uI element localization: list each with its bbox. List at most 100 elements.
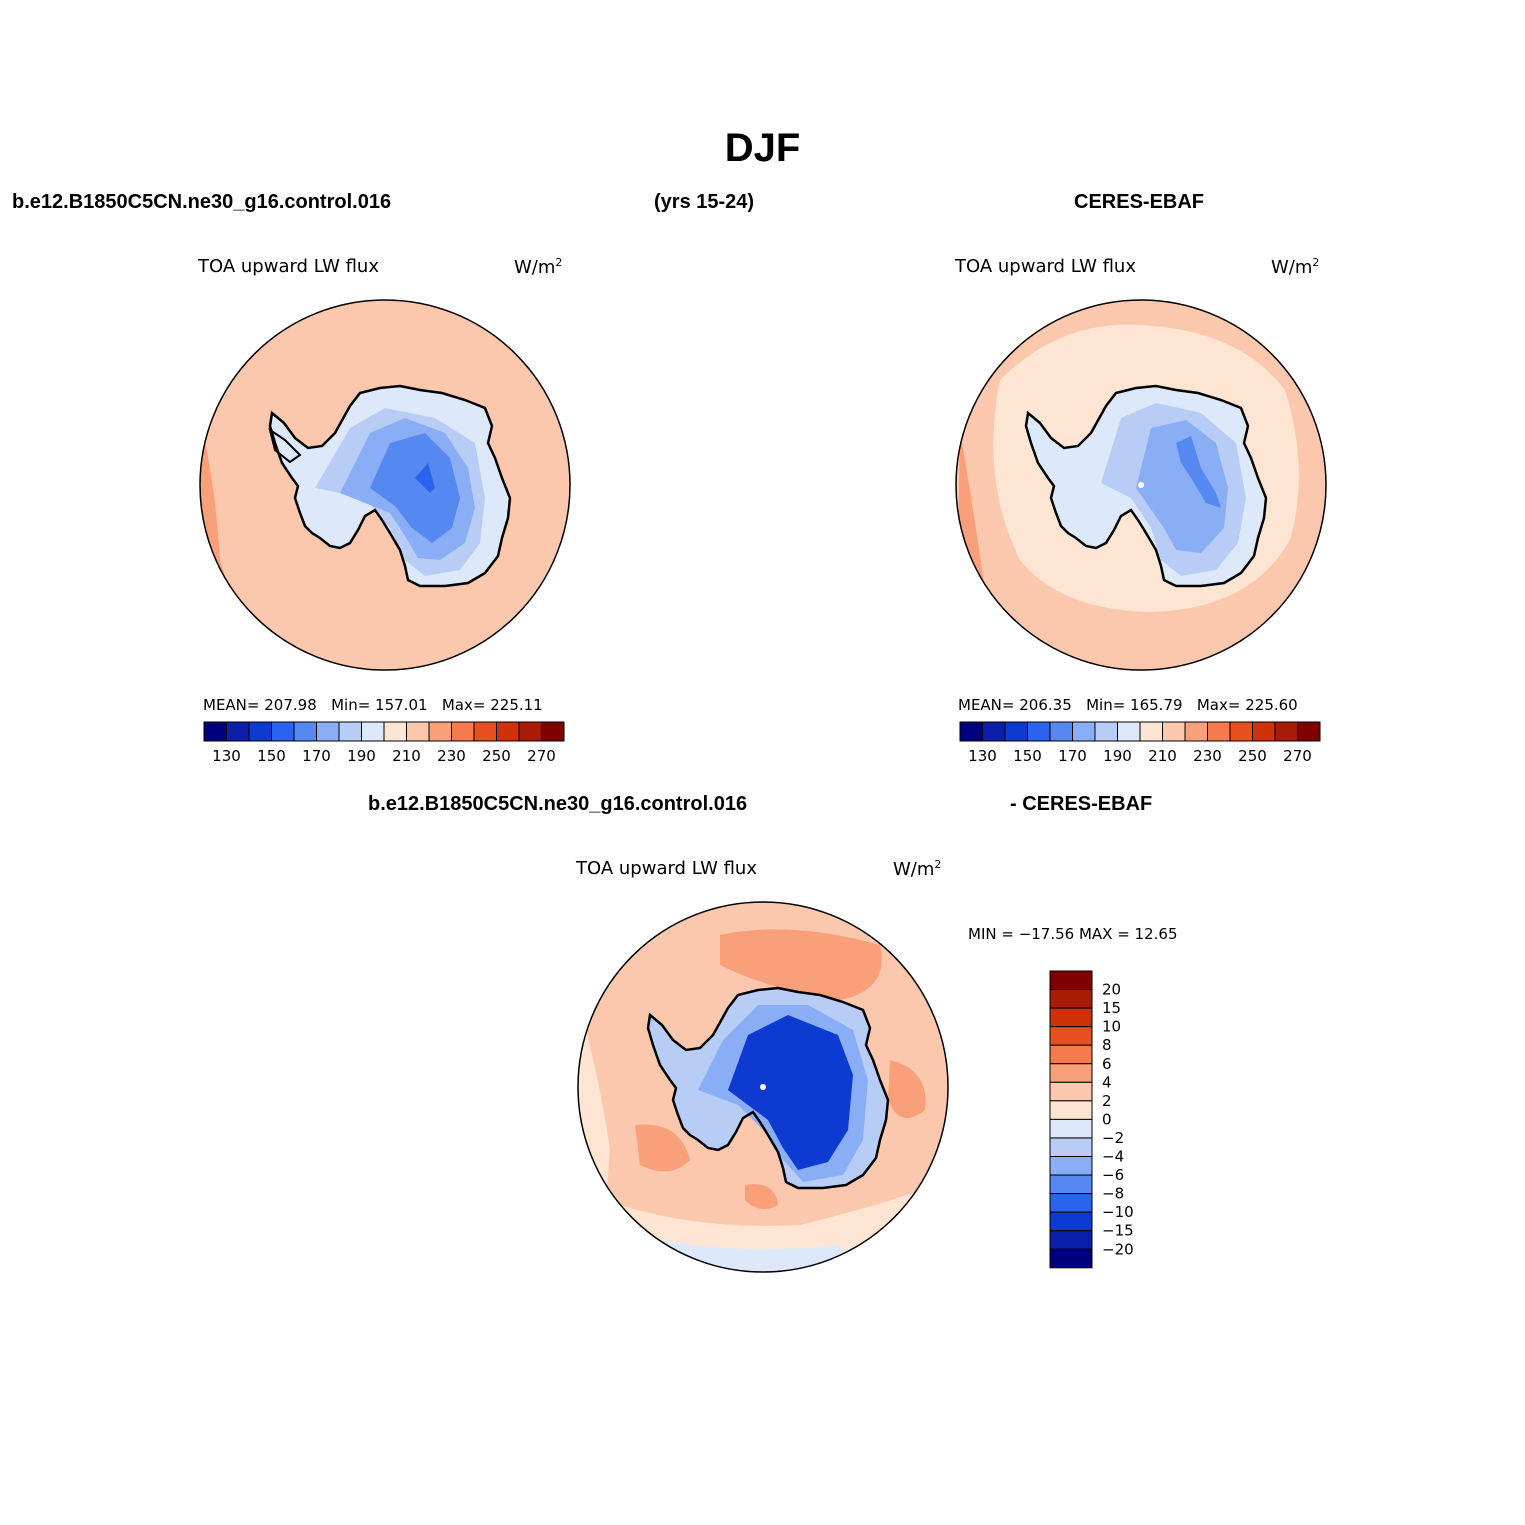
panel1-colorbar-box [473,721,497,742]
panel1-colorbar-box [226,721,250,742]
obs-name-header: CERES-EBAF [1074,191,1205,213]
panel2-colorbar-box [1117,721,1141,742]
panel1-colorbar-tick-label: 270 [527,747,556,765]
panel2-variable-label: TOA upward LW flux [955,256,1136,277]
panel3-colorbar-box [1049,1156,1093,1176]
panel3-colorbar-tick-label: −6 [1102,1166,1124,1184]
panel1-stats: MEAN= 207.98 Min= 157.01 Max= 225.11 [203,696,543,714]
panel2-colorbar-box [1297,721,1321,742]
panel2-colorbar-box [982,721,1006,742]
panel3-colorbar-tick-label: −15 [1102,1222,1134,1240]
panel2-colorbar-tick-label: 190 [1103,747,1132,765]
panel2-colorbar-box [959,721,983,742]
panel3-colorbar-tick-label: −8 [1102,1185,1124,1203]
panel3-colorbar-box [1049,989,1093,1009]
panel3-colorbar-box [1049,1100,1093,1120]
case-name-header: b.e12.B1850C5CN.ne30_g16.control.016 [12,191,392,213]
panel1-colorbar-tick-label: 230 [437,747,466,765]
panel1-colorbar-box [428,721,452,742]
panel3-colorbar-tick-label: 10 [1102,1018,1121,1036]
panel3-colorbar-tick-label: −10 [1102,1203,1134,1221]
diff-case-header: b.e12.B1850C5CN.ne30_g16.control.016 [368,793,748,815]
panel2-colorbar-tick-label: 130 [968,747,997,765]
panel1-map [200,300,570,670]
panel2-map [956,300,1326,670]
panel1-colorbar-box [293,721,317,742]
panel3-colorbar-tick-label: 20 [1102,981,1121,999]
panel3-colorbar-tick-label: 0 [1102,1110,1112,1128]
panel2-colorbar-box [1094,721,1118,742]
panel2-colorbar-box [1252,721,1276,742]
panel2-colorbar-box [1004,721,1028,742]
panel2-colorbar-box [1139,721,1163,742]
panel2-colorbar-tick-label: 150 [1013,747,1042,765]
panel2-colorbar: 130 150 170 190 210 230 250 270 [959,721,1321,765]
panel3-variable-label: TOA upward LW flux [576,858,757,879]
panel1-colorbar-box [338,721,362,742]
panel1-colorbar-box [316,721,340,742]
panel3-colorbar-box [1049,1230,1093,1250]
panel1-colorbar-box [361,721,385,742]
panel3-colorbar-box [1049,1193,1093,1213]
panel2-units: W/m2 [1271,256,1320,278]
panel1-colorbar-box [518,721,542,742]
panel1-boundary [199,299,571,671]
panel3-colorbar-box [1049,1063,1093,1083]
panel2-colorbar-tick-label: 210 [1148,747,1177,765]
panel3-colorbar-tick-label: −20 [1102,1240,1134,1258]
panel1-colorbar-box [541,721,565,742]
panel3-colorbar-tick-label: 6 [1102,1055,1112,1073]
panel1-colorbar-box [406,721,430,742]
panel2-colorbar-box [1027,721,1051,742]
panel2-boundary [955,299,1327,671]
panel3-colorbar-box [1049,1174,1093,1195]
panel1-colorbar-tick-label: 150 [257,747,286,765]
years-header: (yrs 15-24) [654,191,755,213]
panel2-colorbar-box [1274,721,1298,742]
panel2-colorbar-box [1229,721,1253,742]
panel3-colorbar-box [1049,1081,1093,1102]
panel2-colorbar-tick-label: 250 [1238,747,1267,765]
panel3-stats: MIN = −17.56 MAX = 12.65 [968,925,1178,943]
panel1-colorbar-box [248,721,272,742]
panel2-colorbar-tick-label: 230 [1193,747,1222,765]
panel2-colorbar-box [1072,721,1096,742]
panel3-colorbar-tick-label: 4 [1102,1073,1112,1091]
panel1-colorbar-tick-label: 130 [212,747,241,765]
panel3-colorbar-box [1049,970,1093,991]
panel1-colorbar-box [451,721,475,742]
panel1-colorbar-box [383,721,407,742]
panel1-units: W/m2 [514,256,563,278]
panel3-units: W/m2 [893,858,942,880]
panel3-colorbar-box [1049,1118,1093,1139]
panel3-colorbar-box [1049,1248,1093,1269]
diff-obs-header: - CERES-EBAF [1010,793,1153,815]
panel3-colorbar-box [1049,1211,1093,1232]
panel1-colorbar-tick-label: 190 [347,747,376,765]
panel3-colorbar-tick-label: 15 [1102,999,1121,1017]
panel2-colorbar-tick-label: 170 [1058,747,1087,765]
panel3-colorbar-tick-label: 8 [1102,1036,1112,1054]
panel1-colorbar-tick-label: 250 [482,747,511,765]
panel3-colorbar-tick-label: 2 [1102,1092,1112,1110]
panel3-colorbar-box [1049,1007,1093,1028]
panel3-colorbar-tick-label: −2 [1102,1129,1124,1147]
panel1-colorbar-tick-label: 210 [392,747,421,765]
panel2-colorbar-box [1184,721,1208,742]
panel3-colorbar-box [1049,1044,1093,1065]
panel1-colorbar-box [271,721,295,742]
panel2-colorbar-box [1162,721,1186,742]
panel1-colorbar-box [496,721,520,742]
panel3-colorbar-box [1049,1026,1093,1046]
figure-title: DJF [724,126,801,170]
panel2-colorbar-box [1207,721,1231,742]
panel1-variable-label: TOA upward LW flux [198,256,379,277]
panel1-colorbar-tick-label: 170 [302,747,331,765]
panel3-colorbar-tick-label: −4 [1102,1148,1124,1166]
panel3-map [578,902,948,1272]
panel2-colorbar-tick-label: 270 [1283,747,1312,765]
panel1-colorbar: 130 150 170 190 210 230 250 270 [203,721,565,765]
panel3-boundary [577,901,949,1273]
